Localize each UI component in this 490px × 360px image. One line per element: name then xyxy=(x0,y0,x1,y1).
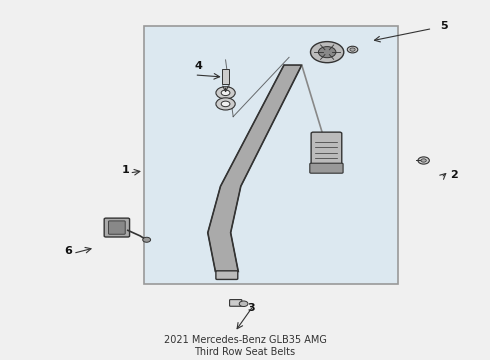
Text: 5: 5 xyxy=(440,21,448,31)
FancyBboxPatch shape xyxy=(310,163,343,173)
Circle shape xyxy=(318,46,336,58)
Circle shape xyxy=(418,157,429,164)
Circle shape xyxy=(421,159,426,162)
Circle shape xyxy=(221,101,230,107)
Text: 2021 Mercedes-Benz GLB35 AMG
Third Row Seat Belts: 2021 Mercedes-Benz GLB35 AMG Third Row S… xyxy=(164,335,326,357)
FancyBboxPatch shape xyxy=(109,221,125,234)
FancyBboxPatch shape xyxy=(216,271,238,279)
FancyBboxPatch shape xyxy=(144,26,398,284)
Circle shape xyxy=(216,98,235,110)
Text: 2: 2 xyxy=(450,170,458,180)
FancyBboxPatch shape xyxy=(230,300,242,306)
Circle shape xyxy=(239,301,248,306)
Text: 3: 3 xyxy=(247,303,255,313)
Circle shape xyxy=(347,46,358,53)
Text: 1: 1 xyxy=(122,165,130,175)
Text: 4: 4 xyxy=(195,61,202,71)
Circle shape xyxy=(216,87,235,99)
Circle shape xyxy=(311,42,344,63)
Circle shape xyxy=(350,48,355,51)
FancyBboxPatch shape xyxy=(311,132,342,168)
Circle shape xyxy=(143,237,150,242)
Text: 6: 6 xyxy=(64,246,72,256)
Circle shape xyxy=(221,90,230,96)
Bar xyxy=(222,69,229,85)
FancyBboxPatch shape xyxy=(104,218,129,237)
Polygon shape xyxy=(208,65,302,271)
